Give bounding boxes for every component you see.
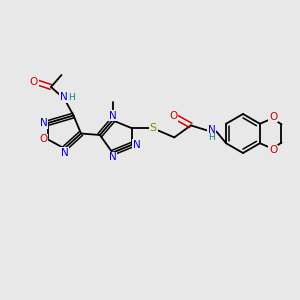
Text: S: S	[150, 123, 157, 134]
Text: O: O	[39, 134, 48, 145]
Text: O: O	[30, 77, 38, 88]
Text: N: N	[109, 111, 116, 121]
Text: O: O	[269, 145, 277, 155]
Text: N: N	[109, 152, 116, 162]
Text: N: N	[40, 118, 47, 128]
Text: N: N	[208, 125, 216, 135]
Text: N: N	[133, 140, 141, 150]
Text: O: O	[169, 111, 178, 122]
Text: N: N	[61, 148, 68, 158]
Text: H: H	[208, 134, 215, 142]
Text: O: O	[269, 112, 277, 122]
Text: N: N	[60, 92, 68, 103]
Text: H: H	[68, 93, 74, 102]
